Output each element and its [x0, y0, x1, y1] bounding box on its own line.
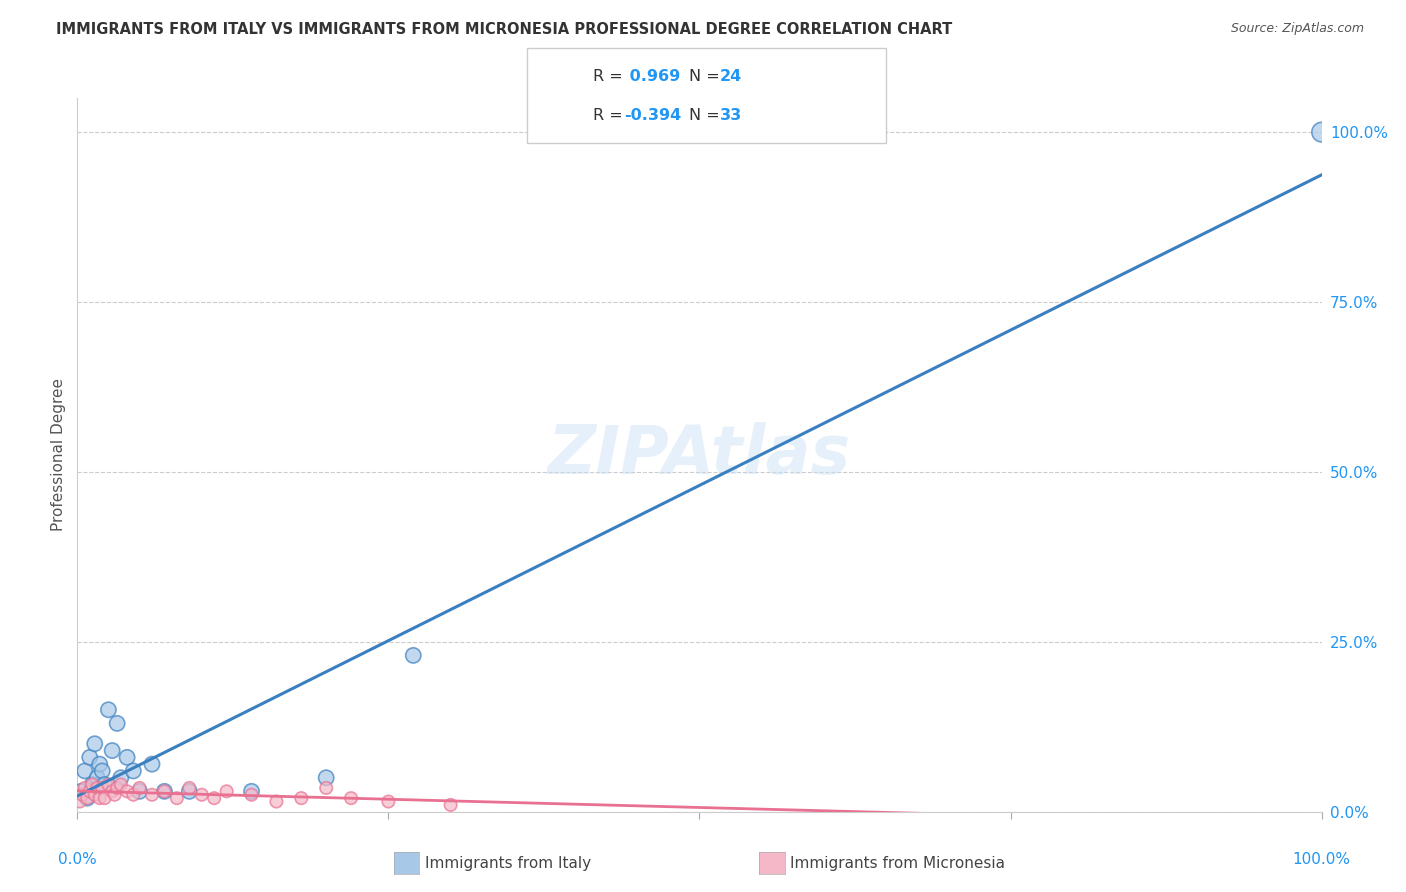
- Point: [153, 784, 176, 798]
- Text: R =: R =: [593, 70, 628, 84]
- Point: [141, 757, 163, 772]
- Point: [115, 784, 138, 798]
- Point: [202, 791, 225, 805]
- Point: [110, 778, 132, 792]
- Point: [166, 791, 188, 805]
- Point: [73, 780, 96, 795]
- Point: [97, 703, 120, 717]
- Text: -0.394: -0.394: [624, 108, 682, 122]
- Point: [89, 757, 111, 772]
- Text: N =: N =: [689, 70, 725, 84]
- Point: [101, 784, 124, 798]
- Point: [1310, 125, 1333, 139]
- Point: [340, 791, 363, 805]
- Point: [83, 737, 105, 751]
- Point: [315, 771, 337, 785]
- Point: [122, 788, 145, 802]
- Y-axis label: Professional Degree: Professional Degree: [51, 378, 66, 532]
- Text: Source: ZipAtlas.com: Source: ZipAtlas.com: [1230, 22, 1364, 36]
- Point: [79, 750, 101, 764]
- Point: [179, 784, 201, 798]
- Point: [101, 743, 124, 757]
- Point: [89, 791, 111, 805]
- Text: R =: R =: [593, 108, 628, 122]
- Point: [82, 778, 104, 792]
- Point: [402, 648, 425, 663]
- Point: [122, 764, 145, 778]
- Point: [86, 771, 108, 785]
- Point: [266, 795, 288, 809]
- Point: [104, 788, 127, 802]
- Point: [240, 784, 263, 798]
- Point: [86, 780, 108, 795]
- Point: [141, 788, 163, 802]
- Point: [76, 791, 98, 805]
- Text: Immigrants from Italy: Immigrants from Italy: [425, 856, 591, 871]
- Text: 33: 33: [720, 108, 742, 122]
- Text: Immigrants from Micronesia: Immigrants from Micronesia: [790, 856, 1005, 871]
- Point: [82, 778, 104, 792]
- Text: 100.0%: 100.0%: [1292, 853, 1351, 868]
- Point: [179, 780, 201, 795]
- Text: N =: N =: [689, 108, 725, 122]
- Point: [97, 778, 120, 792]
- Point: [128, 784, 150, 798]
- Point: [91, 764, 114, 778]
- Point: [153, 784, 176, 798]
- Point: [215, 784, 238, 798]
- Point: [79, 784, 101, 798]
- Point: [105, 716, 128, 731]
- Point: [93, 791, 115, 805]
- Point: [73, 764, 96, 778]
- Text: 24: 24: [720, 70, 742, 84]
- Text: 0.969: 0.969: [624, 70, 681, 84]
- Point: [110, 771, 132, 785]
- Point: [105, 780, 128, 795]
- Text: IMMIGRANTS FROM ITALY VS IMMIGRANTS FROM MICRONESIA PROFESSIONAL DEGREE CORRELAT: IMMIGRANTS FROM ITALY VS IMMIGRANTS FROM…: [56, 22, 952, 37]
- Point: [70, 784, 93, 798]
- Point: [128, 780, 150, 795]
- Point: [290, 791, 312, 805]
- Point: [72, 788, 94, 802]
- Point: [439, 797, 461, 812]
- Point: [191, 788, 214, 802]
- Point: [69, 795, 91, 809]
- Point: [91, 780, 114, 795]
- Point: [377, 795, 399, 809]
- Point: [83, 788, 105, 802]
- Text: ZIPAtlas: ZIPAtlas: [548, 422, 851, 488]
- Point: [240, 788, 263, 802]
- Text: 0.0%: 0.0%: [58, 853, 97, 868]
- Point: [315, 780, 337, 795]
- Point: [115, 750, 138, 764]
- Point: [93, 778, 115, 792]
- Point: [76, 791, 98, 805]
